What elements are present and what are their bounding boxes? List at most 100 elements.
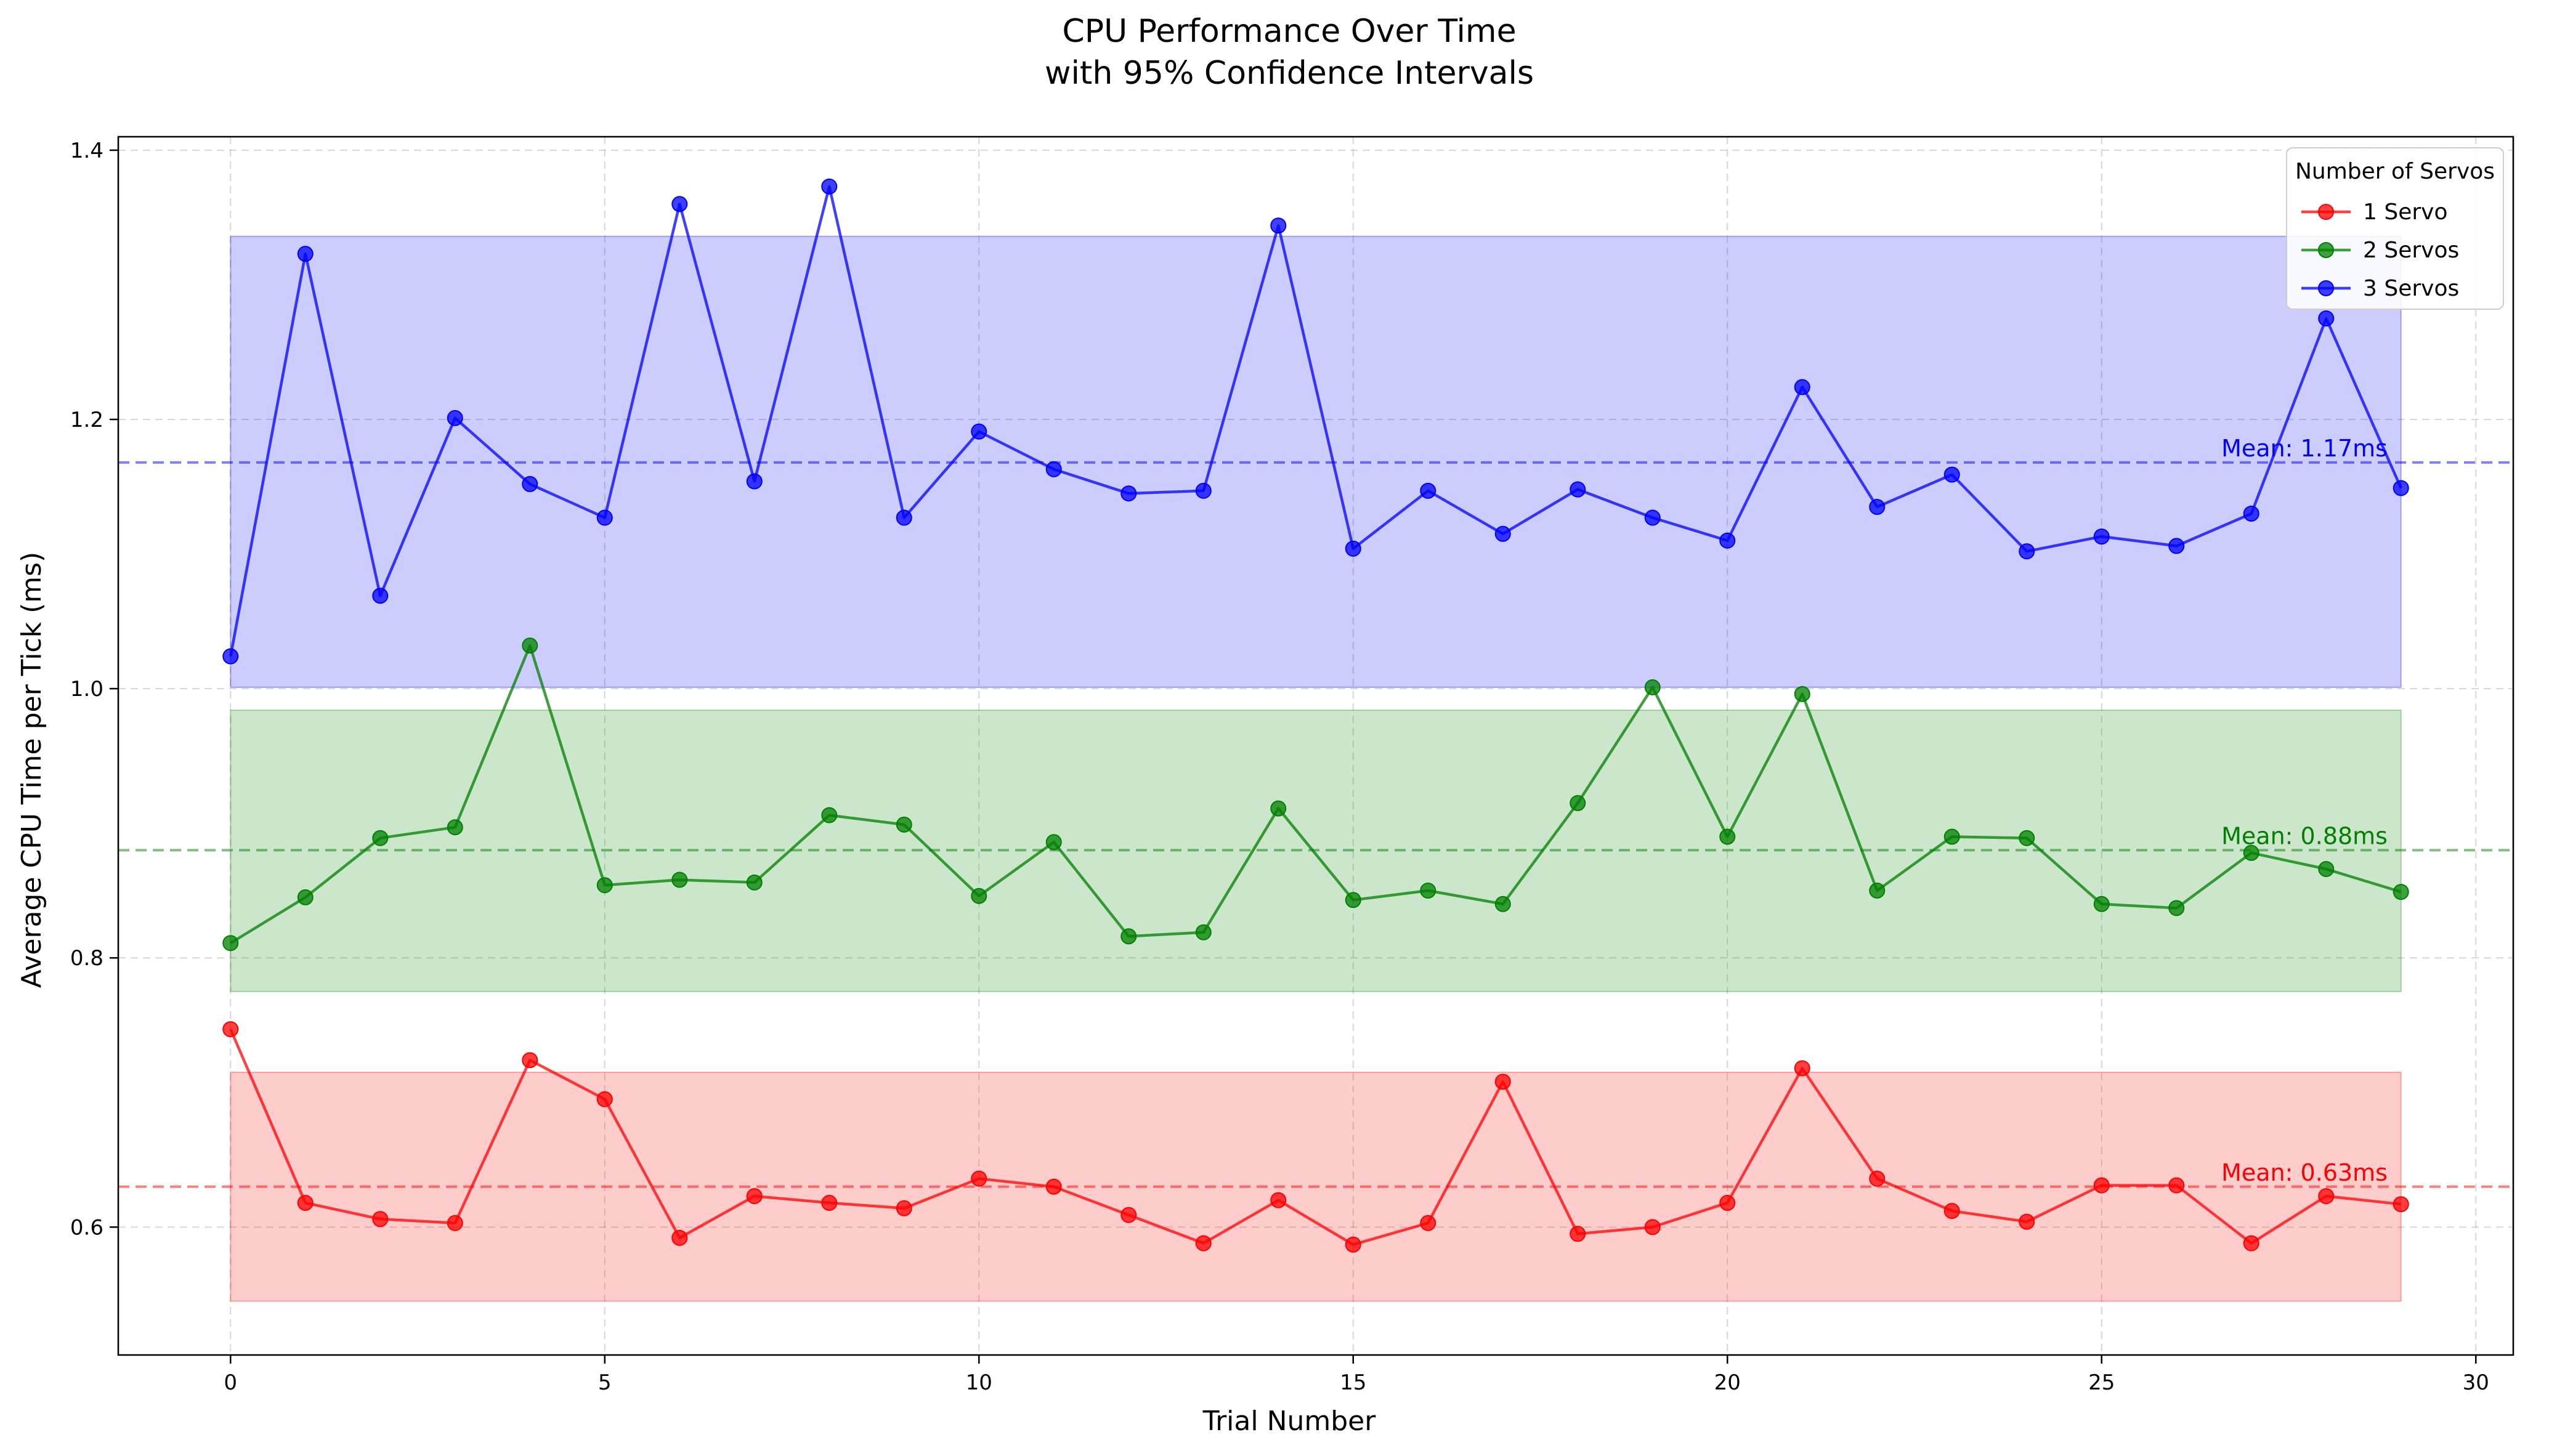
data-point [896,816,912,833]
data-point [1045,834,1062,851]
axes-frame [117,135,2514,1356]
data-point [1644,509,1661,526]
data-point [2019,1213,2035,1230]
x-tick-label: 30 [2463,1370,2489,1395]
data-point [372,588,389,604]
data-point [2243,505,2259,522]
data-point [1195,482,1212,499]
data-point [297,1195,314,1211]
data-point [447,410,463,426]
x-tick-label: 25 [2088,1370,2115,1395]
data-point [896,1200,912,1216]
x-tick-label: 20 [1714,1370,1741,1395]
y-tick-label: 1.4 [70,139,103,163]
data-point [746,473,763,490]
data-point [671,196,688,212]
data-point [1195,1235,1212,1252]
data-point [1943,828,1960,845]
data-point [1869,1170,1886,1187]
series-line-1 [230,644,2402,945]
y-tick-label: 0.6 [70,1215,103,1240]
legend-label-2: 3 Servos [2363,276,2459,301]
data-point [2019,543,2035,560]
data-point [1270,1192,1287,1208]
legend-marker-2 [2318,280,2334,296]
data-point [2019,830,2035,846]
data-point [2393,1196,2409,1213]
y-tick-label: 1.0 [70,677,103,702]
data-point [222,1021,239,1038]
x-tick-label: 10 [966,1370,992,1395]
data-point [596,509,613,526]
data-point [1644,1219,1661,1236]
data-point [2093,1177,2110,1194]
data-point [1494,525,1511,542]
data-point [522,1052,538,1069]
data-point [222,648,239,665]
data-point [1869,882,1886,899]
data-point [1719,532,1736,549]
data-point [2168,900,2185,916]
data-point [821,178,838,195]
data-point [1794,379,1810,395]
data-point [971,423,987,440]
data-point [1570,795,1586,811]
y-tick-label: 0.8 [70,946,103,971]
legend: Number of Servos 1 Servo 2 Servos 3 Servos [2286,147,2504,310]
data-point [2168,1177,2185,1194]
data-point [1494,1074,1511,1090]
legend-title: Number of Servos [2295,159,2495,184]
legend-marker-0 [2318,204,2334,220]
data-point [671,1229,688,1246]
y-axis-label: Average CPU Time per Tick (ms) [16,552,47,988]
data-point [2318,860,2335,877]
data-point [1570,1226,1586,1242]
data-point [2393,884,2409,900]
data-point [1943,466,1960,483]
data-point [971,888,987,904]
data-point [297,246,314,262]
data-point [1345,892,1361,908]
mean-label-2: Mean: 1.17ms [2221,435,2388,462]
data-point [1644,679,1661,695]
data-point [522,475,538,492]
data-point [522,637,538,654]
data-point [1120,1207,1137,1223]
data-point [1270,800,1287,817]
mean-label-0: Mean: 0.63ms [2221,1159,2388,1186]
data-point [447,1215,463,1231]
data-point [2318,310,2335,327]
data-point [1943,1203,1960,1219]
data-point [1120,485,1137,502]
data-point [1420,482,1436,499]
data-point [447,819,463,836]
data-point [821,807,838,823]
data-point [1719,828,1736,845]
data-point [1345,540,1361,557]
data-point [1270,217,1287,234]
data-point [1719,1195,1736,1211]
legend-box [2286,147,2504,310]
legend-label-1: 2 Servos [2363,238,2459,263]
data-point [1794,686,1810,702]
data-point [1345,1236,1361,1253]
data-point [297,889,314,905]
data-point [746,874,763,891]
data-point [1794,1060,1810,1077]
data-point [2393,480,2409,496]
legend-label-0: 1 Servo [2363,200,2447,225]
data-point [821,1195,838,1211]
data-point [2318,1188,2335,1205]
data-point [1120,928,1137,945]
data-point [2093,528,2110,545]
data-point [1195,924,1212,940]
plot-area: Mean: 0.63ms Mean: 0.88ms Mean: 1.17ms 0 5 10… [70,135,2514,1395]
chart-subtitle: with 95% Confidence Intervals [1045,55,1534,92]
data-point [1869,499,1886,516]
data-point [1420,1215,1436,1231]
data-point [1570,481,1586,498]
x-tick-label: 15 [1340,1370,1366,1395]
legend-marker-1 [2318,242,2334,258]
data-point [372,1211,389,1227]
